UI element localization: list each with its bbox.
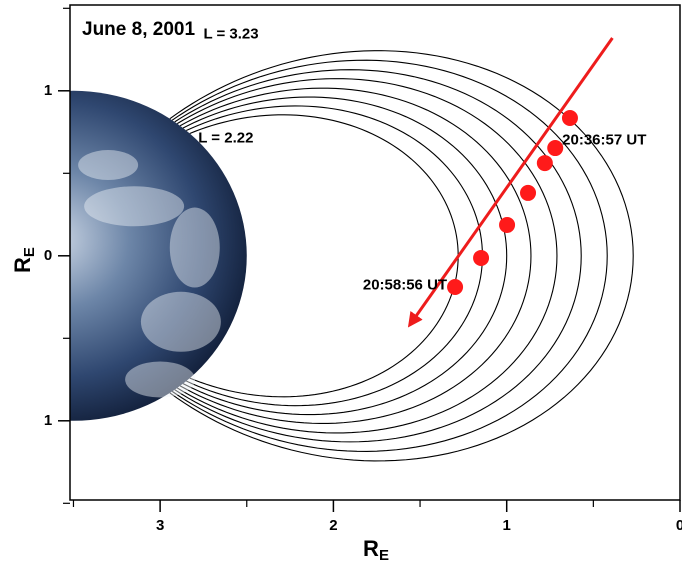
cloud (84, 186, 184, 226)
x-axis-label: RE (363, 536, 389, 564)
figure: June 8, 2001 3210101REREL = 3.23L = 2.22… (0, 0, 682, 566)
x-axis-label-main: R (363, 536, 379, 561)
y-axis-label-main: R (10, 257, 35, 273)
y-tick-label: 1 (44, 82, 52, 99)
x-tick-label: 3 (156, 517, 164, 534)
y-tick-label: 1 (44, 412, 52, 429)
cloud (170, 208, 220, 288)
chart-title: June 8, 2001 (82, 19, 195, 40)
x-axis-label-sub: E (379, 547, 389, 564)
y-axis-label-sub: E (21, 247, 38, 257)
x-tick-label: 0 (676, 517, 682, 534)
time-label: 20:58:56 UT (363, 276, 447, 293)
cloud (141, 292, 221, 352)
spacecraft-point (562, 110, 578, 126)
spacecraft-point (547, 140, 563, 156)
time-label: 20:36:57 UT (562, 131, 646, 148)
line-label: L = 2.22 (198, 130, 253, 147)
y-axis-label: RE (10, 247, 38, 273)
spacecraft-point (520, 185, 536, 201)
spacecraft-point (447, 279, 463, 295)
x-tick-label: 2 (329, 517, 337, 534)
y-tick-label: 0 (44, 247, 52, 264)
spacecraft-point (499, 217, 515, 233)
spacecraft-point (537, 155, 553, 171)
line-label: L = 3.23 (203, 26, 258, 43)
x-tick-label: 1 (503, 517, 511, 534)
spacecraft-point (473, 250, 489, 266)
cloud (78, 150, 138, 180)
cloud (125, 362, 195, 398)
